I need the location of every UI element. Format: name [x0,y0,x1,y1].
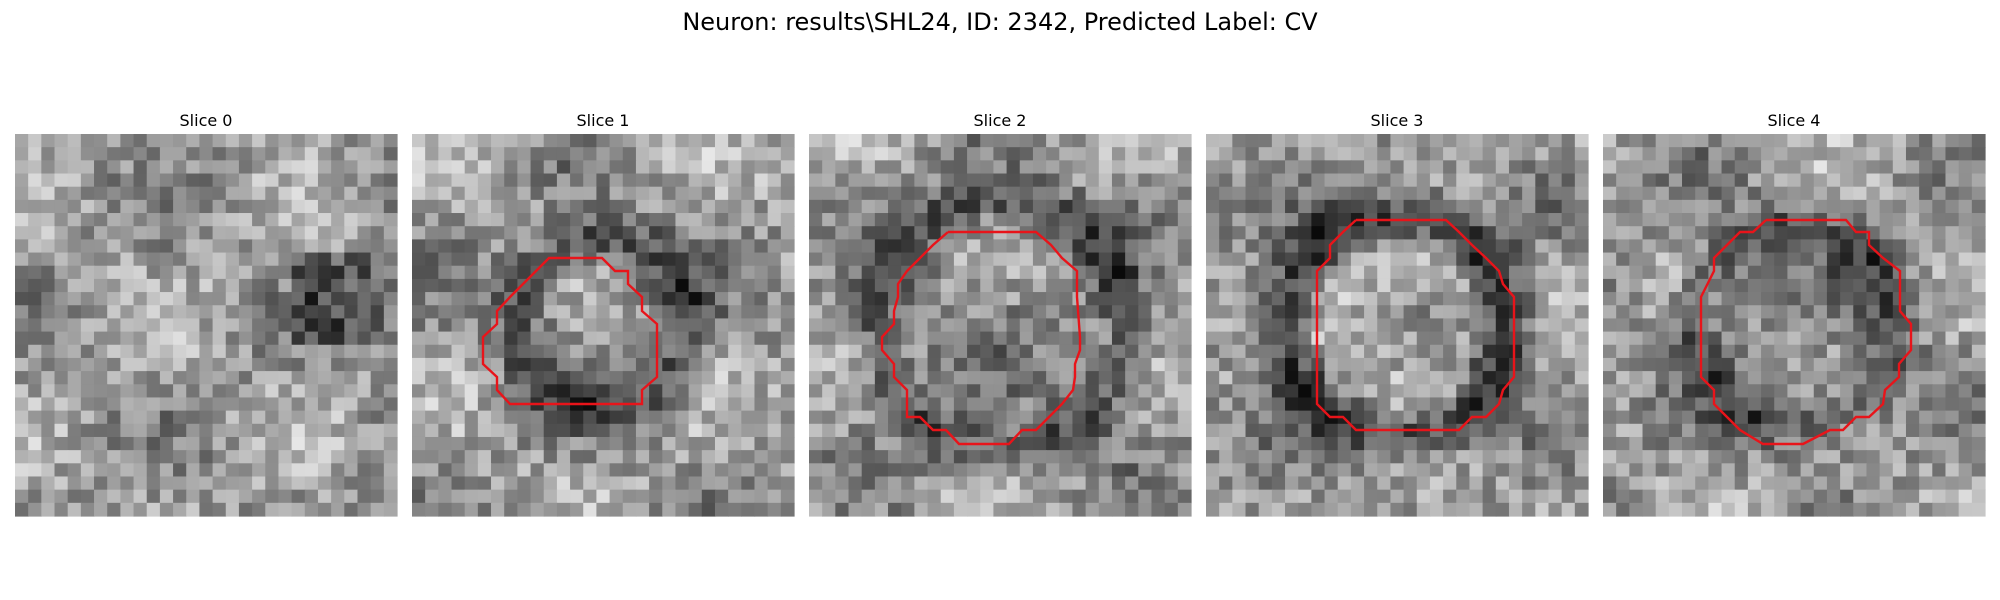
panel-slice-3: Slice 3 [1206,111,1589,517]
panel-title: Slice 2 [974,111,1027,130]
slice-image [1206,134,1589,517]
panel-slice-4: Slice 4 [1603,111,1986,517]
panel-title: Slice 3 [1371,111,1424,130]
panel-title: Slice 0 [180,111,233,130]
slice-image [412,134,795,517]
panel-title: Slice 4 [1768,111,1821,130]
panel-slice-1: Slice 1 [412,111,795,517]
figure-title: Neuron: results\SHL24, ID: 2342, Predict… [682,8,1318,36]
panel-slice-2: Slice 2 [809,111,1192,517]
slice-image [15,134,398,517]
segmentation-contour [1315,218,1516,432]
segmentation-contour [481,256,659,406]
slice-image [1603,134,1986,517]
panel-title: Slice 1 [577,111,630,130]
segmentation-contour [880,230,1082,446]
slice-image [809,134,1192,517]
segmentation-contour [1699,218,1913,446]
panel-slice-0: Slice 0 [15,111,398,517]
